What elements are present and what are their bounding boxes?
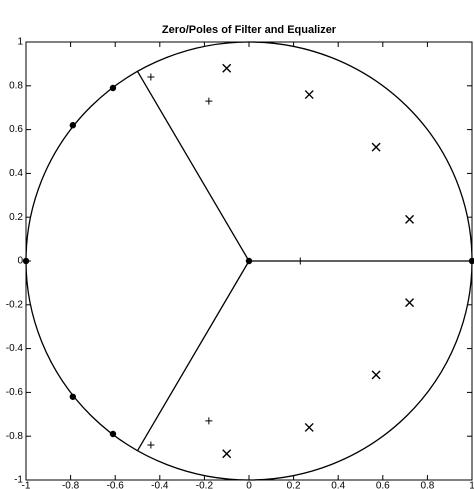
pole-marker [405, 298, 415, 308]
plus-marker [147, 73, 155, 81]
chart-title: Zero/Poles of Filter and Equalizer [162, 24, 337, 36]
y-tick-label: 0.8 [9, 80, 23, 91]
x-tick-label: 0.2 [287, 481, 301, 489]
x-tick-label: 0.6 [376, 481, 390, 489]
x-tick-label: 0.8 [420, 481, 434, 489]
x-tick-label: 0.4 [331, 481, 345, 489]
zero-pole-line [136, 71, 250, 262]
pole-marker [371, 142, 381, 152]
pole-marker [405, 214, 415, 224]
y-tick-label: 0 [17, 256, 23, 267]
x-tick-label: 0 [246, 481, 252, 489]
y-tick-label: -0.2 [6, 299, 24, 310]
y-tick-label: 0.6 [9, 124, 23, 135]
zero-marker [69, 393, 77, 400]
plus-marker [205, 417, 213, 425]
plus-marker [147, 441, 155, 449]
x-tick-label: -0.6 [107, 481, 125, 489]
x-tick-label: 1 [469, 481, 474, 489]
zero-marker [69, 122, 77, 129]
zero-marker [109, 430, 117, 438]
y-tick-label: -0.4 [6, 343, 24, 354]
pole-marker [222, 449, 232, 459]
plus-marker [205, 97, 213, 105]
x-tick-label: -0.4 [151, 481, 169, 489]
pole-marker [304, 422, 314, 432]
y-tick-label: -1 [14, 475, 23, 486]
pole-marker [222, 63, 232, 73]
y-tick-label: 0.4 [9, 168, 23, 179]
y-tick-label: 1 [17, 37, 23, 48]
x-tick-label: -1 [22, 481, 31, 489]
x-tick-label: -0.2 [196, 481, 214, 489]
zero-marker [109, 84, 117, 92]
zero-pole-line [136, 260, 250, 451]
x-tick-label: -0.8 [62, 481, 80, 489]
pole-marker [304, 90, 314, 100]
y-tick-label: -0.8 [6, 431, 24, 442]
y-tick-label: 0.2 [9, 212, 23, 223]
y-tick-label: -0.6 [6, 387, 24, 398]
pole-marker [371, 370, 381, 380]
zero-marker [22, 257, 30, 265]
